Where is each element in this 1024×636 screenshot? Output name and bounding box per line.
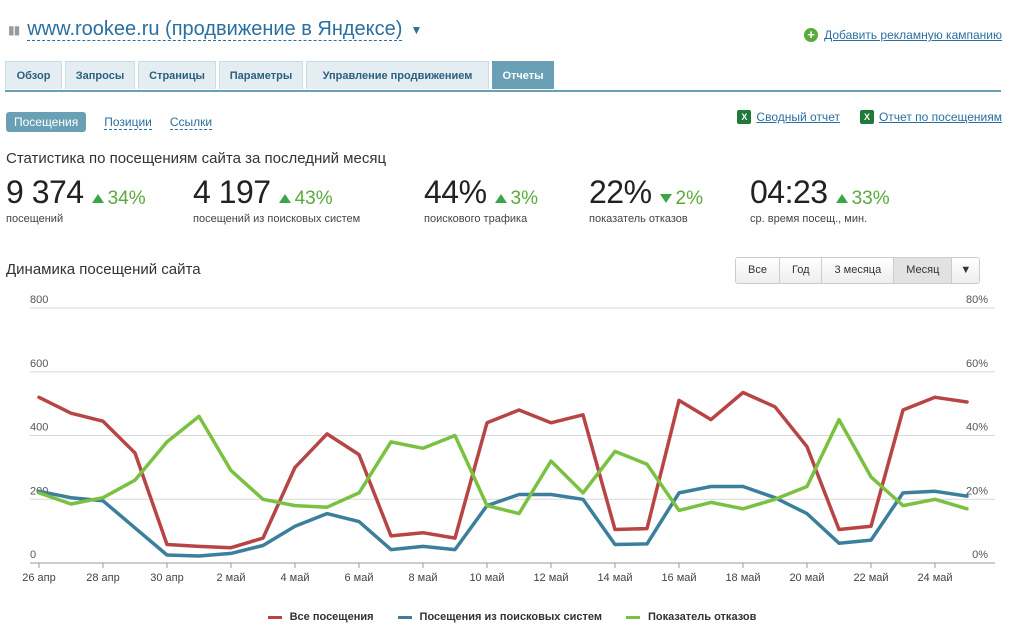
stat-search-traffic: 44% 3% поискового трафика	[424, 174, 538, 225]
stat-search-visits: 4 197 43% посещений из поисковых систем	[193, 174, 360, 225]
range-month-button[interactable]: Месяц	[894, 258, 953, 283]
series-line-1	[37, 390, 969, 550]
stat-label: ср. время посещ., мин.	[750, 213, 868, 225]
range-all-button[interactable]: Все	[736, 258, 780, 283]
y-tick-label: 800	[30, 294, 48, 306]
stat-label: посещений	[6, 213, 64, 225]
range-dropdown-button[interactable]: ▼	[952, 258, 980, 283]
subnav-links[interactable]: Ссылки	[169, 114, 213, 130]
site-title[interactable]: ▮▮ www.rookee.ru (продвижение в Яндексе)…	[8, 18, 422, 41]
legend-swatch	[397, 615, 412, 619]
x-tick-label: 10 май	[469, 572, 504, 584]
legend-item[interactable]: Посещения из поисковых систем	[397, 611, 602, 623]
y2-tick-label: 60%	[966, 358, 988, 370]
x-tick-label: 14 май	[597, 572, 632, 584]
stat-avg-time: 04:23 33% ср. время посещ., мин.	[750, 174, 890, 225]
x-tick-label: 18 май	[725, 572, 760, 584]
legend-label: Посещения из поисковых систем	[419, 611, 602, 623]
arrow-up-icon	[278, 194, 291, 203]
x-tick-label: 26 апр	[22, 572, 55, 584]
tab-reports[interactable]: Отчеты	[492, 61, 554, 89]
site-name-link[interactable]: www.rookee.ru (продвижение в Яндексе)	[27, 18, 403, 41]
summary-report[interactable]: X Сводный отчет	[737, 110, 840, 124]
stat-value: 44%	[424, 174, 487, 210]
x-tick-label: 22 май	[853, 572, 888, 584]
excel-icon: X	[859, 110, 874, 124]
summary-report-link[interactable]: Сводный отчет	[756, 110, 840, 124]
y2-tick-label: 80%	[966, 294, 988, 306]
x-tick-label: 2 май	[217, 572, 246, 584]
legend-swatch	[625, 615, 640, 619]
report-subnav: Посещения Позиции Ссылки	[6, 112, 213, 132]
x-tick-label: 6 май	[345, 572, 374, 584]
stat-change: 3%	[510, 187, 539, 209]
dynamics-title: Динамика посещений сайта	[6, 261, 201, 278]
stat-visits: 9 374 34% посещений	[6, 174, 146, 225]
range-3-months-button[interactable]: 3 месяца	[822, 258, 895, 283]
y-tick-label: 600	[30, 358, 48, 370]
stat-value: 4 197	[193, 174, 271, 210]
x-tick-label: 30 апр	[150, 572, 183, 584]
report-links: X Сводный отчет X Отчет по посещениям	[737, 110, 1002, 124]
stat-change: 2%	[675, 187, 704, 209]
visits-report-link[interactable]: Отчет по посещениям	[878, 110, 1002, 124]
x-tick-label: 28 апр	[86, 572, 119, 584]
visits-report[interactable]: X Отчет по посещениям	[859, 110, 1002, 124]
range-year-button[interactable]: Год	[779, 258, 823, 283]
x-tick-label: 12 май	[533, 572, 568, 584]
subnav-visits[interactable]: Посещения	[6, 112, 87, 132]
add-campaign-link[interactable]: Добавить рекламную кампанию	[824, 28, 1002, 42]
y2-tick-label: 40%	[966, 422, 988, 434]
y-tick-label: 400	[30, 422, 48, 434]
x-tick-label: 16 май	[661, 572, 696, 584]
main-tabs: Обзор Запросы Страницы Параметры Управле…	[5, 61, 1001, 92]
tab-promotion-management[interactable]: Управление продвижением	[306, 61, 489, 89]
legend-item[interactable]: Все посещения	[267, 611, 374, 623]
y2-tick-label: 20%	[966, 485, 988, 497]
triangle-down-icon: ▼	[960, 264, 972, 276]
stat-change: 43%	[294, 187, 333, 209]
add-campaign[interactable]: + Добавить рекламную кампанию	[804, 28, 1002, 42]
stat-bounce-rate: 22% 2% показатель отказов	[589, 174, 703, 225]
stat-label: поискового трафика	[424, 213, 528, 225]
stats-title: Статистика по посещениям сайта за послед…	[6, 150, 387, 167]
tab-overview[interactable]: Обзор	[5, 61, 62, 89]
arrow-up-icon	[91, 194, 104, 203]
excel-icon: X	[737, 110, 752, 124]
stat-value: 9 374	[6, 174, 84, 210]
legend-item[interactable]: Показатель отказов	[625, 611, 757, 623]
arrow-down-icon	[659, 194, 672, 203]
stat-value: 04:23	[750, 174, 828, 210]
chevron-down-icon[interactable]: ▼	[410, 22, 423, 37]
plus-icon: +	[804, 28, 819, 42]
stat-label: посещений из поисковых систем	[193, 213, 361, 225]
stat-label: показатель отказов	[589, 213, 688, 225]
stat-value: 22%	[589, 174, 652, 210]
stat-change: 33%	[851, 187, 890, 209]
arrow-up-icon	[835, 194, 848, 203]
legend-label: Показатель отказов	[647, 611, 757, 623]
x-tick-label: 8 май	[409, 572, 438, 584]
arrow-up-icon	[494, 194, 507, 203]
x-tick-label: 20 май	[789, 572, 824, 584]
stat-change: 34%	[107, 187, 146, 209]
legend-label: Все посещения	[289, 611, 374, 623]
tab-queries[interactable]: Запросы	[65, 61, 135, 89]
chart-legend: Все посещения Посещения из поисковых сис…	[0, 611, 1024, 623]
x-tick-label: 4 май	[281, 572, 310, 584]
y2-tick-label: 0%	[972, 549, 988, 561]
range-selector: Все Год 3 месяца Месяц ▼	[735, 257, 981, 284]
legend-swatch	[267, 615, 282, 619]
series-line-2	[37, 484, 969, 558]
subnav-positions[interactable]: Позиции	[104, 114, 152, 130]
y-tick-label: 0	[30, 549, 36, 561]
x-tick-label: 24 май	[917, 572, 952, 584]
drag-handle-icon[interactable]: ▮▮	[8, 22, 20, 37]
tab-parameters[interactable]: Параметры	[219, 61, 303, 89]
visits-chart: 0 0%200 20%400 40%600 60%800 80%26 апр 28 апр 3…	[22, 294, 995, 584]
series-line-3	[37, 414, 969, 516]
tab-pages[interactable]: Страницы	[138, 61, 216, 89]
